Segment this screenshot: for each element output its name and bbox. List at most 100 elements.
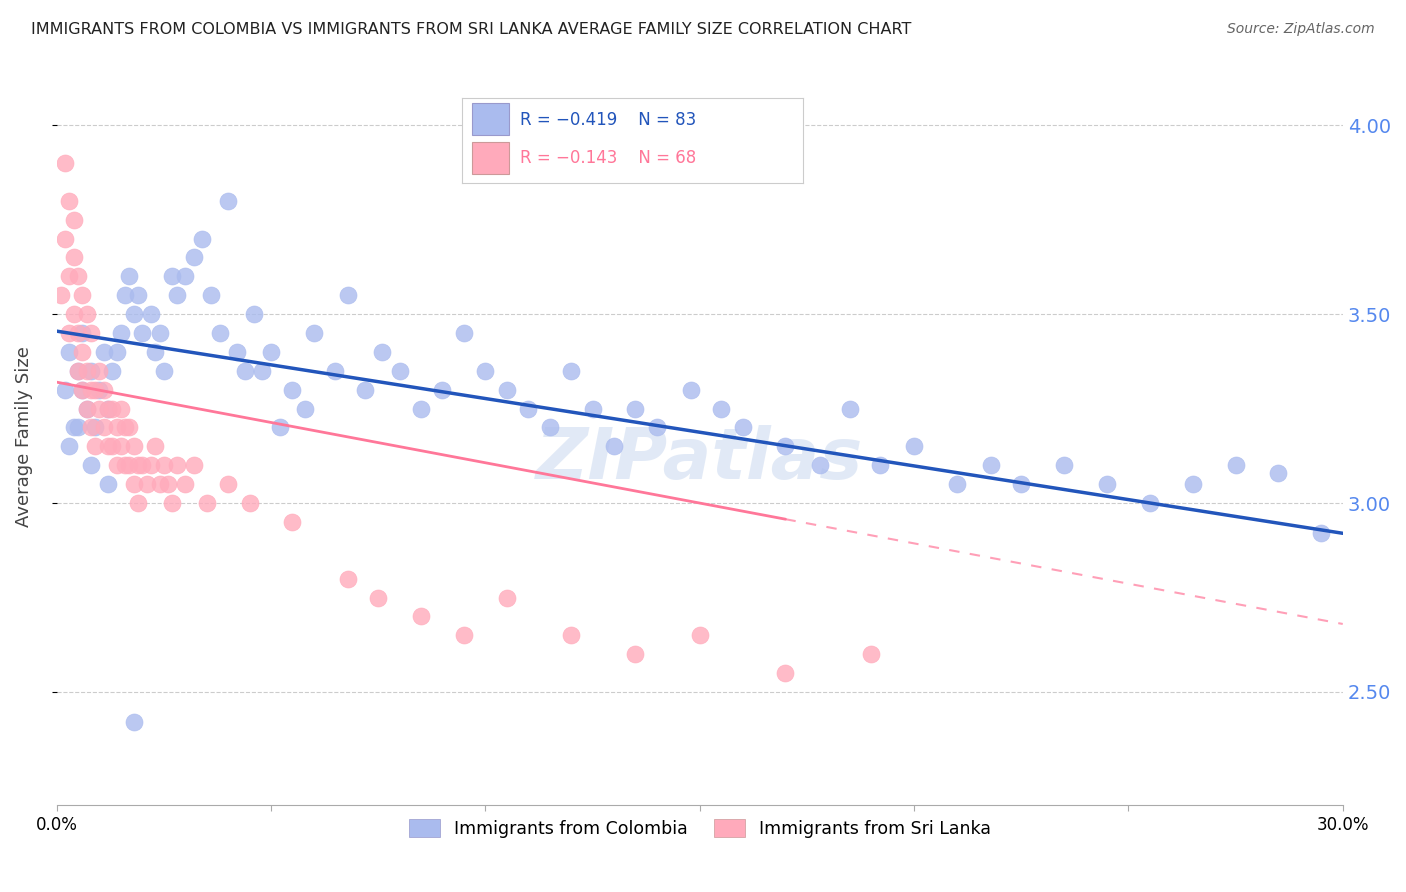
- Point: [139, 307, 162, 321]
- Point: [80, 383, 103, 397]
- Point: [624, 647, 647, 661]
- Point: [689, 628, 711, 642]
- Point: [1267, 466, 1289, 480]
- Point: [174, 269, 197, 284]
- Point: [58, 439, 80, 453]
- Point: [603, 439, 626, 453]
- Point: [195, 496, 218, 510]
- Point: [80, 326, 103, 340]
- Text: IMMIGRANTS FROM COLOMBIA VS IMMIGRANTS FROM SRI LANKA AVERAGE FAMILY SIZE CORREL: IMMIGRANTS FROM COLOMBIA VS IMMIGRANTS F…: [31, 22, 911, 37]
- Point: [645, 420, 668, 434]
- Point: [72, 345, 94, 359]
- Point: [560, 364, 582, 378]
- Point: [162, 496, 184, 510]
- Point: [114, 458, 136, 473]
- Point: [152, 458, 174, 473]
- Legend: Immigrants from Colombia, Immigrants from Sri Lanka: Immigrants from Colombia, Immigrants fro…: [402, 812, 998, 845]
- Point: [110, 326, 132, 340]
- Point: [1139, 496, 1161, 510]
- Point: [97, 401, 120, 416]
- Point: [72, 288, 94, 302]
- Point: [127, 496, 149, 510]
- Point: [62, 251, 84, 265]
- Point: [269, 420, 291, 434]
- Point: [337, 572, 360, 586]
- Point: [62, 212, 84, 227]
- Point: [67, 269, 90, 284]
- Point: [294, 401, 316, 416]
- Point: [409, 609, 432, 624]
- Point: [89, 383, 111, 397]
- Point: [1095, 477, 1118, 491]
- Point: [183, 251, 205, 265]
- Point: [281, 515, 304, 529]
- Point: [243, 307, 266, 321]
- Point: [1225, 458, 1247, 473]
- Point: [84, 439, 107, 453]
- Point: [217, 477, 239, 491]
- Point: [474, 364, 496, 378]
- Point: [97, 439, 120, 453]
- Point: [127, 458, 149, 473]
- Point: [710, 401, 733, 416]
- Point: [238, 496, 260, 510]
- Point: [869, 458, 891, 473]
- Point: [1181, 477, 1204, 491]
- Point: [225, 345, 247, 359]
- Point: [903, 439, 925, 453]
- Point: [62, 307, 84, 321]
- Point: [122, 715, 145, 730]
- Point: [58, 326, 80, 340]
- Point: [76, 401, 98, 416]
- Point: [97, 477, 120, 491]
- Point: [166, 288, 188, 302]
- Point: [453, 326, 475, 340]
- Point: [118, 420, 141, 434]
- Point: [89, 364, 111, 378]
- Point: [131, 326, 153, 340]
- Text: ZIPatlas: ZIPatlas: [536, 425, 863, 493]
- Point: [139, 458, 162, 473]
- Point: [152, 364, 174, 378]
- Point: [118, 269, 141, 284]
- Point: [105, 458, 128, 473]
- Point: [101, 364, 124, 378]
- Point: [1053, 458, 1076, 473]
- Point: [775, 666, 797, 681]
- Point: [980, 458, 1002, 473]
- Point: [84, 420, 107, 434]
- Point: [157, 477, 180, 491]
- Point: [110, 401, 132, 416]
- Point: [581, 401, 603, 416]
- Point: [67, 326, 90, 340]
- Point: [53, 156, 76, 170]
- Point: [72, 326, 94, 340]
- Point: [101, 401, 124, 416]
- Point: [76, 307, 98, 321]
- Point: [67, 420, 90, 434]
- Point: [946, 477, 969, 491]
- Point: [80, 420, 103, 434]
- Point: [143, 439, 166, 453]
- Point: [681, 383, 703, 397]
- Point: [114, 420, 136, 434]
- Point: [775, 439, 797, 453]
- Point: [281, 383, 304, 397]
- Point: [105, 420, 128, 434]
- Point: [72, 383, 94, 397]
- Point: [337, 288, 360, 302]
- Point: [409, 401, 432, 416]
- Point: [208, 326, 231, 340]
- Point: [517, 401, 540, 416]
- Point: [127, 288, 149, 302]
- Point: [148, 477, 170, 491]
- Point: [432, 383, 454, 397]
- Point: [93, 420, 115, 434]
- Point: [80, 458, 103, 473]
- Point: [80, 364, 103, 378]
- Point: [183, 458, 205, 473]
- Point: [354, 383, 377, 397]
- Point: [122, 307, 145, 321]
- Point: [53, 383, 76, 397]
- Point: [58, 269, 80, 284]
